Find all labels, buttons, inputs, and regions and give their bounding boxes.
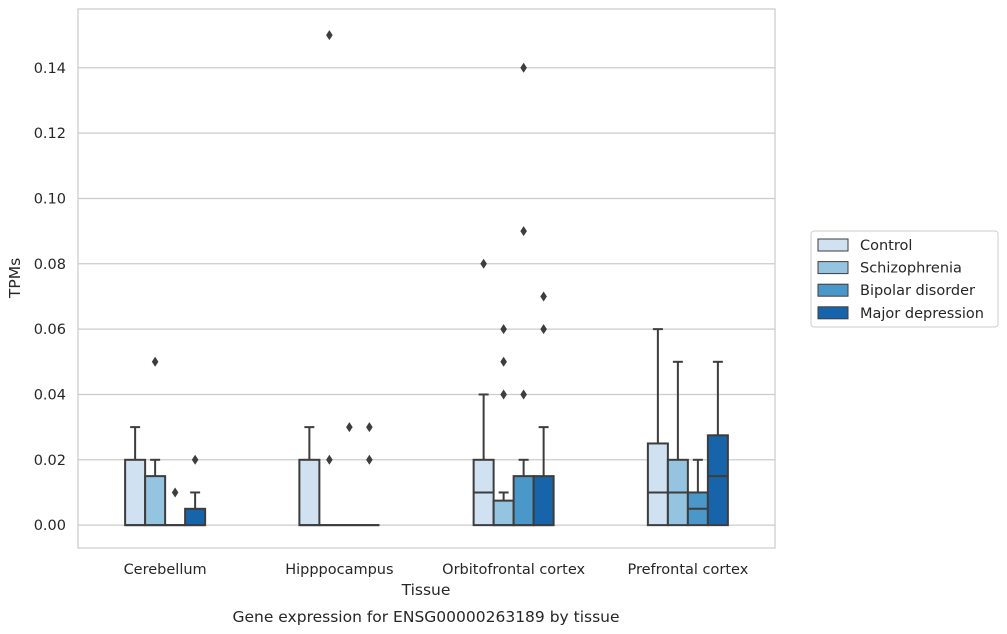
box-body [532, 475, 555, 527]
y-tick-label: 0.12 [34, 126, 66, 142]
plot-area-frame [77, 8, 776, 549]
legend-label: Schizophrenia [860, 261, 962, 277]
outlier-point [346, 422, 353, 433]
box-body [646, 442, 669, 527]
box-major-depression [184, 491, 207, 527]
boxes [124, 328, 729, 527]
y-axis-ticks: 0.00 0.02 0.04 0.06 0.08 0.10 0.12 0.14 [34, 61, 66, 534]
y-axis-title: TPMs [6, 258, 24, 299]
outlier-point [171, 487, 179, 498]
outlier-point [191, 454, 199, 465]
x-tick-label: Cerebellum [124, 562, 207, 578]
box-body [124, 458, 147, 527]
legend-swatch [817, 238, 849, 252]
y-tick-label: 0.02 [34, 453, 66, 469]
chart-title: Gene expression for ENSG00000263189 by t… [232, 608, 619, 626]
box-schizophrenia [144, 458, 167, 527]
outlier-point [500, 324, 507, 335]
box-major-depression [706, 360, 729, 527]
legend-frame [810, 230, 999, 328]
box-major-depression [532, 426, 555, 527]
outlier-point [540, 324, 547, 335]
y-tick-label: 0.10 [34, 191, 66, 207]
box-control [298, 426, 321, 527]
box-body [144, 475, 167, 527]
box-schizophrenia [492, 491, 515, 527]
y-tick-label: 0.08 [34, 257, 66, 273]
outlier-point [326, 454, 333, 465]
legend-swatch [817, 283, 849, 297]
legend-label: Control [860, 238, 912, 254]
box-schizophrenia [666, 360, 689, 527]
box-control [472, 393, 495, 527]
outlier-point [520, 226, 527, 237]
outlier-point [500, 356, 507, 367]
outlier-point [151, 356, 159, 367]
x-tick-label: Prefrontal cortex [627, 562, 748, 578]
y-tick-label: 0.04 [34, 387, 66, 403]
outlier-point [326, 30, 333, 41]
box-bipolar-disorder [686, 458, 709, 527]
legend-swatch [817, 306, 849, 320]
x-axis-ticks: Cerebellum Hipppocampus Orbitofrontal cort… [124, 562, 749, 578]
box-bipolar-disorder [512, 458, 535, 527]
box-control [646, 328, 669, 527]
x-axis-title: Tissue [401, 581, 451, 599]
outliers [151, 30, 547, 498]
box-body [512, 475, 535, 527]
outlier-point [480, 258, 487, 269]
legend-label: Major depression [860, 306, 984, 322]
legend-label: Bipolar disorder [860, 283, 975, 299]
box-control [124, 426, 147, 527]
outlier-point [366, 454, 373, 465]
box-body [184, 507, 207, 527]
legend-swatch [817, 261, 849, 275]
box-body [706, 434, 729, 527]
legend: Control Schizophrenia Bipolar disorder Majo… [810, 230, 999, 328]
y-tick-label: 0.14 [34, 61, 66, 77]
box-body [492, 499, 515, 527]
x-tick-label: Hipppocampus [285, 562, 393, 578]
outlier-point [366, 422, 373, 433]
outlier-point [520, 389, 527, 400]
outlier-point [520, 62, 527, 73]
y-tick-label: 0.00 [34, 518, 66, 534]
outlier-point [540, 291, 547, 302]
x-tick-label: Orbitofrontal cortex [442, 562, 585, 578]
box-body [298, 458, 321, 527]
outlier-point [500, 389, 507, 400]
y-tick-label: 0.06 [34, 322, 66, 338]
gridlines [78, 67, 775, 526]
